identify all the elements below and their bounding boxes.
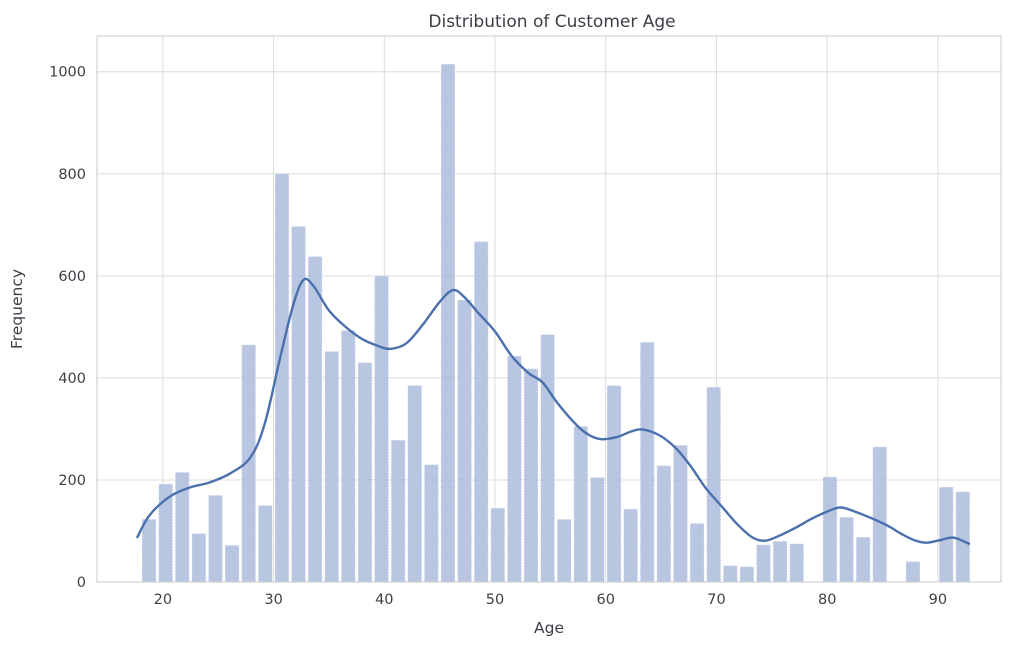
histogram-bar xyxy=(639,341,655,583)
y-tick-label: 600 xyxy=(58,269,86,285)
chart-title: Distribution of Customer Age xyxy=(428,12,675,32)
histogram-bar xyxy=(706,386,722,583)
y-tick-label: 400 xyxy=(58,371,86,387)
histogram-bar xyxy=(606,385,622,583)
kde-layer xyxy=(136,277,971,545)
histogram-bar xyxy=(340,329,356,583)
histogram-bar xyxy=(357,362,373,583)
histogram-bar xyxy=(374,275,390,583)
y-tick-label: 1000 xyxy=(49,65,86,81)
histogram-bar xyxy=(473,241,489,583)
x-tick-label: 60 xyxy=(596,592,614,608)
histogram-bar xyxy=(722,565,738,583)
x-axis-label: Age xyxy=(534,619,564,637)
histogram-bar xyxy=(955,491,971,583)
histogram-bar xyxy=(207,494,223,583)
histogram-bar xyxy=(224,544,240,583)
histogram-bar xyxy=(174,471,190,583)
ticks-layer: 20 30 40 50 60 70 80 90 0 200 400 600 800 1000 xyxy=(49,65,947,608)
histogram-bar xyxy=(872,446,888,583)
histogram-bar xyxy=(822,476,838,583)
histogram-bar xyxy=(623,508,639,583)
histogram-bar xyxy=(158,483,174,583)
histogram-bar xyxy=(656,465,672,583)
x-tick-label: 40 xyxy=(375,592,393,608)
histogram-bar xyxy=(905,561,921,583)
histogram-bar xyxy=(506,355,522,583)
histogram-bar xyxy=(540,334,556,583)
x-tick-label: 20 xyxy=(154,592,172,608)
histogram-bar xyxy=(407,385,423,583)
x-tick-label: 30 xyxy=(264,592,282,608)
histogram-bar xyxy=(672,444,688,583)
histogram-bars xyxy=(141,63,971,583)
x-tick-label: 50 xyxy=(486,592,504,608)
x-tick-label: 80 xyxy=(818,592,836,608)
histogram-bar xyxy=(490,507,506,583)
y-tick-label: 800 xyxy=(58,167,86,183)
y-tick-label: 200 xyxy=(58,473,86,489)
histogram-bar xyxy=(756,544,772,583)
histogram-bar xyxy=(789,543,805,583)
histogram-bar xyxy=(689,522,705,583)
histogram-bar xyxy=(291,225,307,583)
histogram-bar xyxy=(523,368,539,583)
plot-area xyxy=(96,35,1002,583)
histogram-bar xyxy=(573,425,589,583)
y-tick-label: 0 xyxy=(77,575,86,591)
histogram-bar xyxy=(440,63,456,583)
histogram-bar xyxy=(556,518,572,583)
kde-curve xyxy=(136,277,971,545)
histogram-bar xyxy=(191,533,207,583)
x-tick-label: 70 xyxy=(707,592,725,608)
histogram-bar xyxy=(324,350,340,583)
histogram-bar xyxy=(938,486,954,583)
histogram-bar xyxy=(274,173,290,583)
histogram-bar xyxy=(739,566,755,583)
histogram-bar xyxy=(307,255,323,583)
y-axis-label: Frequency xyxy=(8,269,26,349)
histogram-bar xyxy=(457,299,473,583)
x-tick-label: 90 xyxy=(929,592,947,608)
histogram-bar xyxy=(141,518,157,583)
histogram-bar xyxy=(839,516,855,583)
histogram-bar xyxy=(589,476,605,583)
histogram-bar xyxy=(423,464,439,583)
histogram-bar xyxy=(855,536,871,583)
histogram-bar xyxy=(390,439,406,583)
histogram-bar xyxy=(772,540,788,583)
histogram-bar xyxy=(257,504,273,583)
